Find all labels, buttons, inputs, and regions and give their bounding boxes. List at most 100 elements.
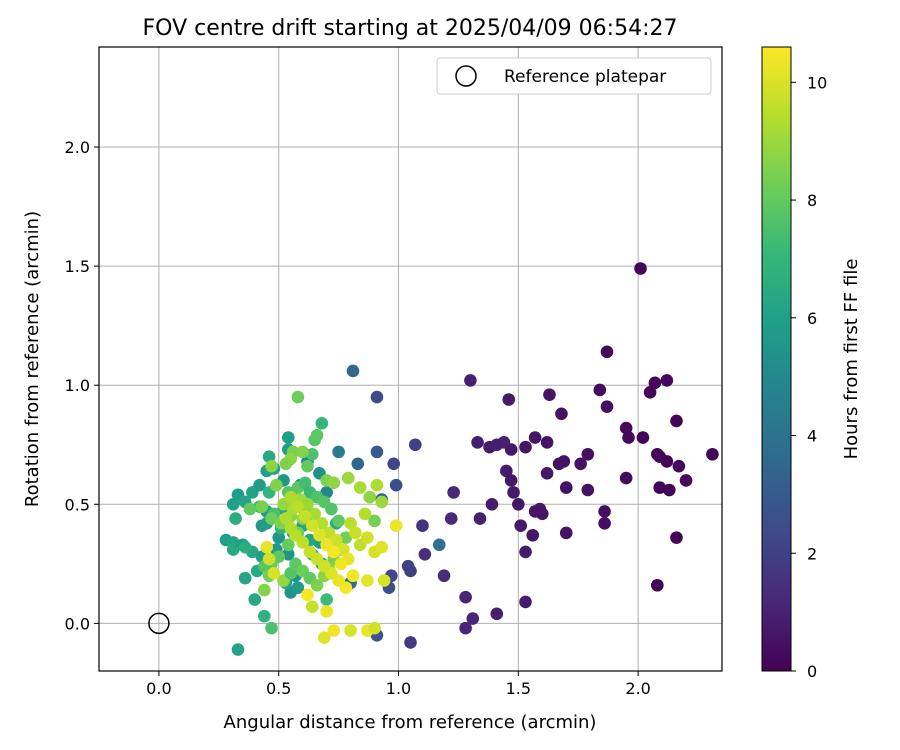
data-point [490, 438, 504, 452]
x-axis-label: Angular distance from reference (arcmin) [224, 712, 597, 733]
data-point [526, 528, 540, 542]
data-point [504, 443, 518, 456]
data-point [540, 467, 554, 480]
colorbar-tick-label: 10 [807, 73, 827, 92]
data-point [519, 595, 532, 609]
data-point [337, 543, 350, 556]
data-point [502, 393, 516, 406]
data-point [416, 519, 429, 533]
data-point [303, 545, 317, 559]
x-tick-label: 0.0 [146, 679, 171, 698]
data-point [281, 538, 295, 552]
data-point [370, 445, 384, 459]
data-point [555, 407, 568, 421]
data-point [258, 609, 271, 623]
data-point [368, 621, 381, 635]
data-point [310, 428, 324, 442]
data-point [706, 447, 719, 461]
data-point [389, 478, 403, 492]
data-point [253, 478, 266, 492]
data-point [281, 547, 295, 561]
data-point [346, 364, 360, 378]
legend-label: Reference platepar [504, 67, 666, 87]
data-point [243, 502, 257, 516]
data-point [262, 552, 276, 566]
data-point [320, 605, 333, 618]
data-point [636, 431, 650, 444]
data-point [370, 390, 384, 404]
data-point [270, 478, 283, 492]
data-point [660, 374, 674, 387]
colorbar-ticks: 0 2 4 6 8 10 [791, 73, 827, 681]
data-point [284, 567, 297, 580]
colorbar: 0 2 4 6 8 10 Hours from first FF file [761, 46, 862, 681]
data-point [262, 450, 276, 463]
data-point [226, 543, 240, 556]
data-point [296, 445, 309, 459]
y-tick-label: 0.0 [65, 614, 90, 633]
data-point [528, 431, 542, 444]
data-point [437, 569, 451, 583]
colorbar-tick-label: 4 [807, 427, 817, 446]
data-point [291, 500, 305, 513]
legend-box [436, 57, 712, 95]
data-point [447, 486, 460, 499]
data-point [418, 547, 432, 561]
colorbar-gradient [761, 46, 792, 672]
data-point [408, 438, 422, 452]
data-point [368, 514, 381, 528]
data-point [361, 531, 374, 544]
data-point [512, 497, 525, 511]
data-point [622, 431, 635, 444]
data-point [507, 486, 520, 499]
data-point [291, 581, 305, 594]
data-point [651, 578, 664, 592]
reference-marker [148, 612, 170, 635]
data-point [346, 569, 360, 583]
data-point [535, 507, 549, 521]
data-point [298, 509, 312, 523]
data-point [648, 376, 662, 390]
data-point [327, 624, 341, 637]
data-point [593, 383, 607, 397]
data-point [308, 507, 321, 521]
data-point [327, 476, 341, 490]
data-point [344, 624, 357, 637]
data-point [471, 436, 484, 449]
data-point [301, 459, 314, 473]
data-point [500, 464, 513, 478]
data-point [332, 514, 345, 528]
data-point [265, 621, 278, 635]
data-point [317, 631, 331, 644]
data-point [301, 497, 314, 511]
data-point [485, 497, 499, 511]
data-point [598, 517, 611, 530]
legend: Reference platepar [436, 57, 712, 95]
data-point [370, 478, 384, 492]
data-point [334, 557, 348, 571]
data-point [301, 588, 314, 602]
grid-lines [99, 47, 722, 671]
data-point [600, 400, 614, 413]
x-tick-label: 0.5 [266, 679, 291, 698]
data-point [581, 483, 595, 497]
data-point [679, 474, 693, 487]
data-point [643, 386, 657, 399]
data-point [574, 457, 587, 471]
data-point [540, 436, 554, 449]
data-point [514, 519, 528, 533]
data-point [353, 481, 367, 494]
data-point [600, 345, 614, 359]
data-point [265, 459, 278, 473]
colorbar-label: Hours from first FF file [841, 259, 862, 460]
data-point [329, 533, 343, 547]
data-point [432, 538, 446, 552]
data-point [375, 495, 389, 509]
data-point [267, 567, 281, 580]
x-ticks: 0.0 0.5 1.0 1.5 2.0 [146, 671, 651, 698]
x-tick-label: 2.0 [625, 679, 650, 698]
data-point [310, 578, 324, 592]
data-points [219, 262, 719, 656]
y-ticks: 0.0 0.5 1.0 1.5 2.0 [65, 138, 99, 633]
